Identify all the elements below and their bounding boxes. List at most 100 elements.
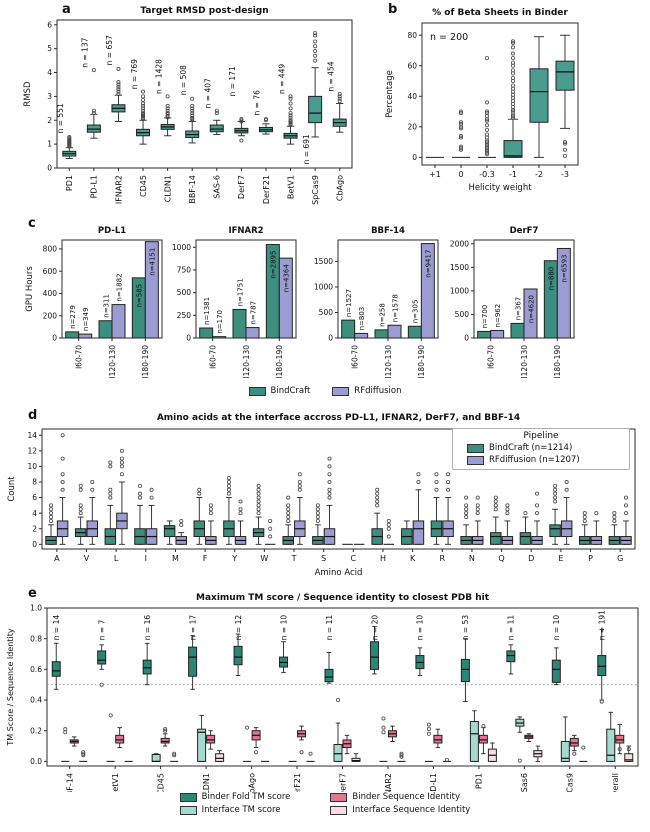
box	[142, 659, 152, 675]
bar	[232, 308, 247, 339]
y-tick-label: 1.0	[30, 604, 42, 613]
legend-item-rfdiffusion: RFdiffusion	[332, 386, 401, 396]
rfdiffusion-swatch	[332, 386, 350, 396]
outlier-point	[375, 491, 380, 496]
outlier-point	[141, 108, 146, 113]
y-tick-label: 0.4	[30, 696, 42, 705]
outlier-point	[197, 491, 202, 496]
outlier-point	[523, 511, 528, 516]
n-label: n = 657	[105, 35, 114, 65]
outlier-point	[459, 144, 464, 149]
x-tick-label: -2	[535, 170, 543, 179]
legend-label: BindCraft (n=1214)	[489, 443, 573, 453]
y-tick-label: 400	[43, 289, 58, 298]
panel-label-d: d	[28, 408, 38, 423]
outlier-point	[510, 39, 515, 44]
chart-title: Amino acids at the interface accross PD-…	[157, 413, 520, 423]
outlier-point	[60, 479, 65, 484]
outlier-point	[78, 507, 83, 512]
outlier-point	[179, 518, 184, 523]
x-tick-label: IFNAR2	[114, 175, 123, 204]
bar	[278, 257, 293, 339]
x-tick-label: SpCas9	[311, 175, 320, 205]
outlier-point	[493, 495, 498, 500]
outlier-point	[226, 479, 231, 484]
outlier-point	[119, 472, 124, 477]
bar-label: n=4620	[527, 295, 535, 323]
panel-e-legend: Binder Fold TM score Binder Sequence Ide…	[0, 792, 650, 815]
n-label: n = 407	[204, 78, 213, 108]
outlier-point	[381, 725, 386, 730]
x-tick-label: l60-70	[486, 345, 495, 369]
outlier-point	[459, 109, 464, 114]
outlier-point	[108, 495, 113, 500]
bar-label: n=279	[69, 305, 77, 329]
outlier-point	[163, 728, 168, 733]
bar	[98, 320, 113, 339]
n-label: n = 769	[130, 59, 139, 89]
x-tick-label: D	[528, 554, 534, 563]
outlier-point	[239, 138, 244, 143]
box	[433, 734, 443, 744]
bar	[510, 322, 525, 339]
outlier-point	[190, 106, 195, 111]
bar-label: n=4151	[149, 248, 157, 276]
outlier-point	[165, 108, 170, 113]
outlier-point	[226, 476, 231, 481]
panel-label-e: e	[28, 586, 37, 601]
outlier-point	[381, 730, 386, 735]
x-axis-label: Amino Acid	[315, 568, 363, 578]
outlier-point	[434, 479, 439, 484]
x-tick-label: CLDN1	[202, 773, 211, 792]
y-tick-label: 200	[43, 311, 58, 320]
outlier-point	[254, 750, 259, 755]
chart-title: Maximum TM score / Sequence identity to …	[196, 593, 490, 603]
bar-label: n=258	[378, 303, 386, 327]
outlier-point	[116, 84, 121, 89]
y-tick-label: 0	[52, 334, 57, 343]
box	[163, 525, 176, 538]
outlier-point	[327, 464, 332, 469]
outlier-point	[510, 51, 515, 56]
bar	[523, 288, 538, 339]
bar	[556, 247, 571, 339]
outlier-point	[612, 511, 617, 516]
rfdiffusion-swatch	[467, 455, 484, 465]
n-label: n = 10	[416, 615, 425, 641]
x-tick-label: l120-130	[108, 345, 117, 379]
outlier-point	[108, 713, 113, 718]
outlier-point	[268, 518, 273, 523]
bar-label: n=803	[358, 307, 366, 331]
outlier-point	[78, 483, 83, 488]
n-label: n = 449	[277, 64, 286, 94]
outlier-point	[444, 757, 449, 762]
bar-label: n=1882	[115, 273, 123, 301]
outlier-point	[562, 140, 567, 145]
box	[569, 737, 579, 747]
box	[506, 650, 516, 663]
outlier-point	[475, 507, 480, 512]
outlier-point	[297, 487, 302, 492]
outlier-point	[493, 507, 498, 512]
outlier-point	[553, 487, 558, 492]
outlier-point	[137, 491, 142, 496]
outlier-point	[190, 96, 195, 101]
outlier-point	[505, 503, 510, 508]
bar	[490, 329, 505, 339]
outlier-point	[315, 511, 320, 516]
outlier-point	[288, 101, 293, 106]
outlier-point	[594, 511, 599, 516]
outlier-point	[459, 126, 464, 131]
outlier-point	[337, 94, 342, 99]
outlier-point	[239, 117, 244, 122]
outlier-point	[208, 511, 213, 516]
legend-item-rfdiffusion: RFdiffusion (n=1207)	[467, 455, 623, 465]
n-annotation: n = 200	[430, 32, 468, 43]
outlier-point	[535, 491, 540, 496]
outlier-point	[426, 731, 431, 736]
outlier-point	[288, 94, 293, 99]
outlier-point	[459, 133, 464, 138]
outlier-point	[375, 487, 380, 492]
bar	[111, 304, 126, 339]
